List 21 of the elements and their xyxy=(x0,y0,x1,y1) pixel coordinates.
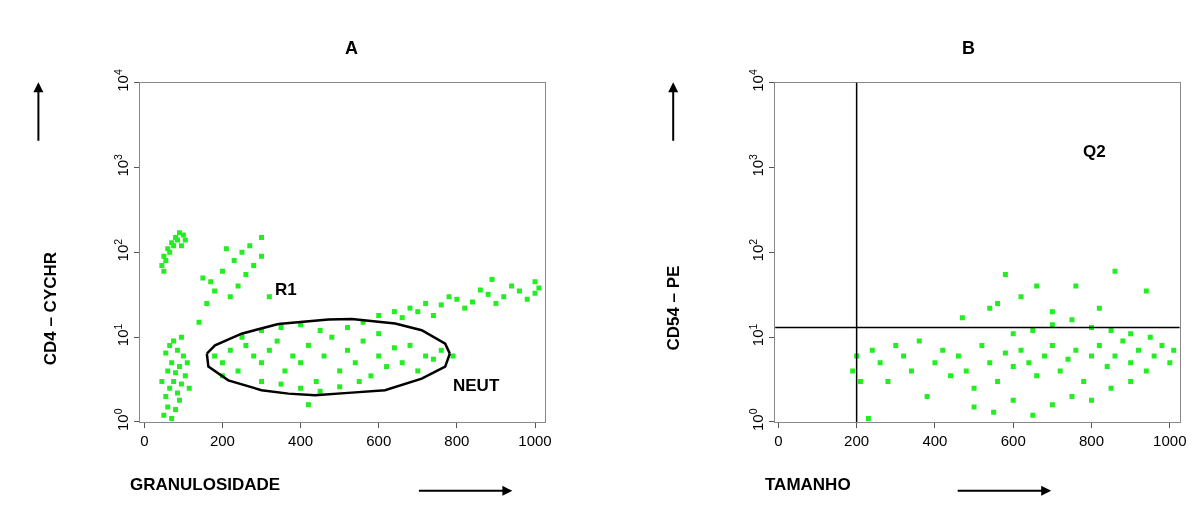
x-tick-label: 400 xyxy=(922,431,948,449)
annotation: NEUT xyxy=(453,376,500,395)
x-tick-label: 1000 xyxy=(518,431,552,449)
y-axis-title: CD54 – PE xyxy=(663,265,683,351)
x-axis-title: GRANULOSIDADE xyxy=(130,475,281,494)
x-tick-label: 800 xyxy=(1079,431,1105,449)
x-tick-label: 0 xyxy=(774,431,783,449)
x-tick-label: 600 xyxy=(366,431,392,449)
x-tick-label: 800 xyxy=(444,431,470,449)
x-tick-label: 0 xyxy=(140,431,149,449)
annotation: R1 xyxy=(275,280,297,299)
x-tick-label: 400 xyxy=(288,431,314,449)
x-axis-title: TAMANHO xyxy=(765,475,851,494)
x-tick-label: 200 xyxy=(844,431,870,449)
chart-title: B xyxy=(962,38,975,58)
y-axis-title: CD4 – CYCHR xyxy=(40,251,60,366)
x-tick-label: 600 xyxy=(1000,431,1026,449)
annotation: Q2 xyxy=(1083,142,1106,161)
x-tick-label: 200 xyxy=(209,431,235,449)
x-tick-label: 1000 xyxy=(1153,431,1187,449)
chart-title: A xyxy=(345,38,358,58)
